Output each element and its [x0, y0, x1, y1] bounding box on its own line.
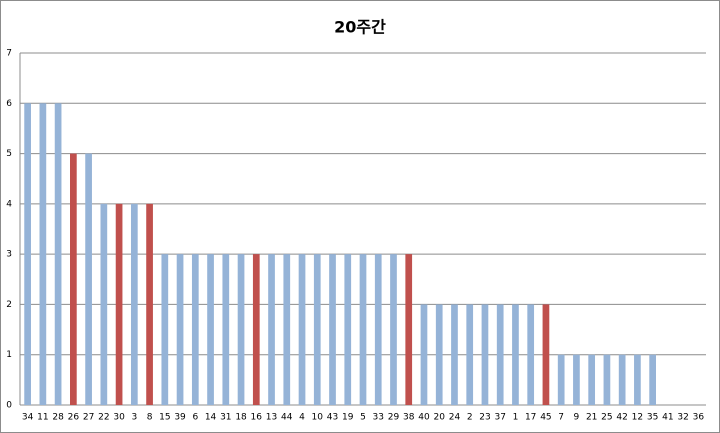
bar	[313, 254, 321, 405]
x-tick-label: 25	[601, 413, 612, 423]
bar	[24, 103, 31, 406]
x-tick-label: 43	[327, 413, 338, 423]
bar	[222, 254, 230, 405]
bar	[298, 254, 306, 405]
x-tick-label: 14	[205, 413, 217, 423]
x-tick-label: 10	[312, 413, 324, 423]
x-tick-label: 34	[22, 413, 34, 423]
bar	[496, 304, 504, 405]
x-tick-label: 12	[632, 413, 643, 423]
x-tick-label: 9	[574, 413, 580, 423]
bar	[191, 254, 199, 405]
bar	[374, 254, 382, 405]
x-tick-label: 29	[388, 413, 400, 423]
x-tick-label: 41	[662, 413, 673, 423]
bar	[512, 304, 519, 405]
x-tick-label: 32	[677, 413, 688, 423]
x-tick-label: 28	[52, 413, 64, 423]
x-tick-label: 15	[159, 413, 170, 423]
x-tick-label: 33	[373, 413, 384, 423]
bar	[70, 153, 77, 405]
bar	[85, 153, 92, 405]
bar	[481, 304, 489, 405]
x-tick-label: 1	[513, 413, 519, 423]
y-tick-label: 0	[6, 401, 12, 411]
bar	[130, 203, 138, 405]
x-tick-label: 21	[586, 413, 597, 423]
x-tick-label: 22	[98, 413, 109, 423]
bar	[268, 254, 275, 405]
x-tick-label: 7	[558, 413, 564, 423]
bar	[588, 354, 596, 405]
x-tick-label: 36	[693, 413, 705, 423]
x-tick-label: 8	[147, 413, 153, 423]
bar	[634, 354, 641, 405]
y-tick-label: 5	[6, 149, 12, 159]
bar	[161, 254, 169, 405]
x-tick-label: 4	[299, 413, 305, 423]
x-tick-label: 45	[540, 413, 551, 423]
y-tick-label: 3	[6, 250, 12, 260]
x-tick-label: 35	[647, 413, 658, 423]
x-tick-label: 44	[281, 413, 293, 423]
x-tick-label: 26	[68, 413, 80, 423]
x-tick-label: 27	[83, 413, 94, 423]
bar	[573, 354, 580, 405]
x-tick-label: 18	[235, 413, 247, 423]
x-tick-label: 19	[342, 413, 354, 423]
x-tick-label: 20	[433, 413, 445, 423]
x-tick-label: 13	[266, 413, 277, 423]
bar	[542, 304, 550, 405]
bar	[39, 103, 47, 406]
bar	[603, 354, 611, 405]
y-tick-label: 6	[6, 99, 12, 109]
x-tick-label: 42	[616, 413, 627, 423]
bar	[176, 254, 184, 405]
bar	[329, 254, 336, 405]
y-tick-label: 7	[6, 49, 12, 59]
x-tick-label: 30	[113, 413, 125, 423]
bar	[100, 203, 108, 405]
bar	[237, 254, 245, 405]
y-tick-label: 1	[6, 350, 12, 360]
bar	[207, 254, 214, 405]
x-tick-label: 31	[220, 413, 231, 423]
x-tick-label: 6	[192, 413, 198, 423]
y-tick-label: 4	[6, 199, 12, 209]
bar	[649, 354, 656, 405]
bar	[283, 254, 291, 405]
bar	[344, 254, 352, 405]
x-tick-label: 37	[494, 413, 505, 423]
bar	[435, 304, 443, 405]
x-tick-label: 16	[251, 413, 263, 423]
bar	[390, 254, 397, 405]
x-tick-label: 39	[174, 413, 186, 423]
x-tick-label: 40	[418, 413, 430, 423]
bar	[420, 304, 428, 405]
x-tick-label: 24	[449, 413, 461, 423]
x-tick-label: 3	[131, 413, 137, 423]
bar	[618, 354, 626, 405]
y-tick-label: 2	[6, 300, 12, 310]
bar	[115, 203, 123, 405]
x-tick-label: 5	[360, 413, 366, 423]
bar	[527, 304, 535, 405]
bar	[557, 354, 565, 405]
bar	[54, 103, 62, 406]
bar	[466, 304, 474, 405]
x-tick-label: 38	[403, 413, 415, 423]
bar	[451, 304, 458, 405]
x-tick-label: 17	[525, 413, 536, 423]
x-tick-label: 11	[37, 413, 48, 423]
bar	[146, 203, 153, 405]
bar	[359, 254, 367, 405]
bar	[405, 254, 413, 405]
x-tick-label: 2	[467, 413, 473, 423]
x-tick-label: 23	[479, 413, 490, 423]
chart-title: 20주간	[334, 18, 386, 37]
bar	[252, 254, 260, 405]
